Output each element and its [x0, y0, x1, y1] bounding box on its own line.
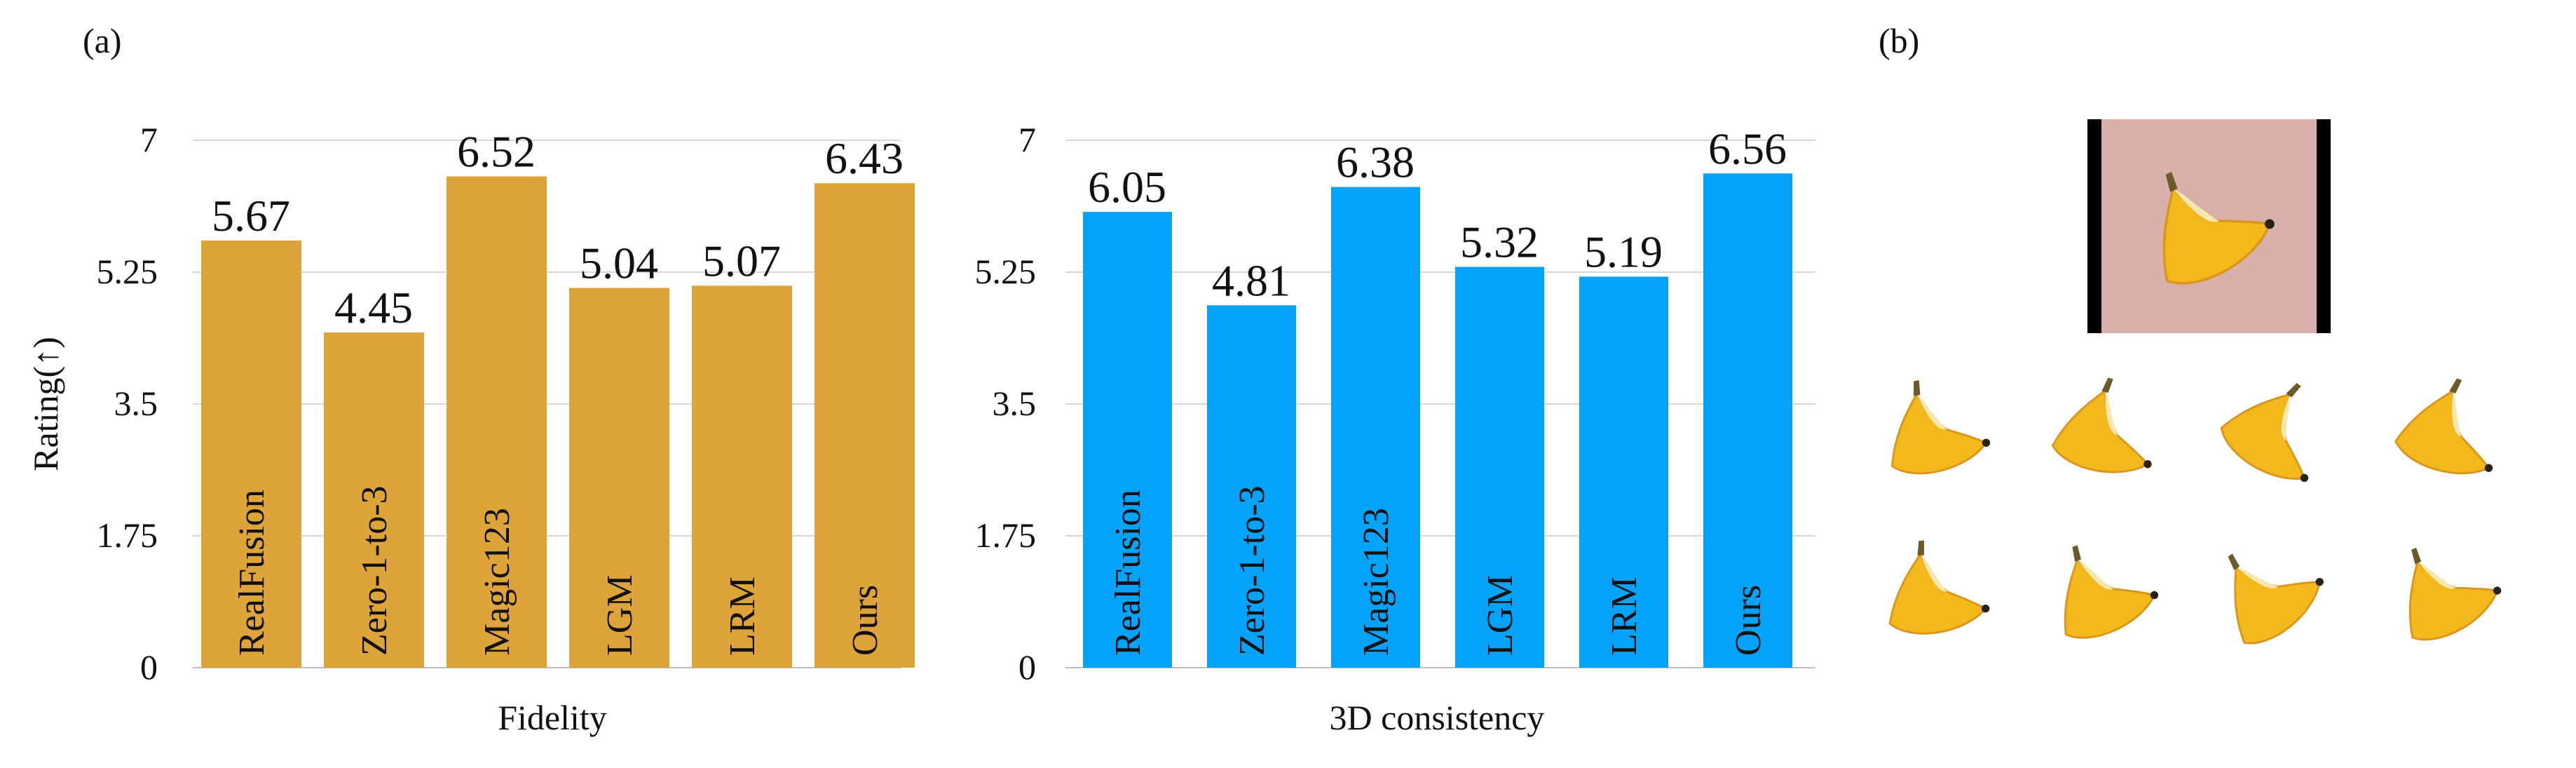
y-tick-label: 0	[1018, 647, 1036, 687]
bar-realfusion	[1083, 212, 1172, 668]
y-axis-label: Rating(↑)	[26, 337, 65, 471]
value-label: 5.67	[212, 191, 290, 241]
category-label: Zero-1-to-3	[355, 485, 395, 656]
value-label: 5.32	[1460, 217, 1539, 267]
category-label: LRM	[1604, 577, 1644, 656]
bar-ours	[815, 183, 915, 668]
panel-label-b: (b)	[1879, 21, 1919, 60]
category-label: Zero-1-to-3	[1232, 485, 1272, 656]
category-labels: RealFusion Zero-1-to-3 Magic123 LGM LRM …	[1108, 485, 1769, 656]
chart-3d-consistency: 0 1.75 3.5 5.25 7 6.05 4.81 6.38 5.32 5.…	[975, 120, 1815, 737]
x-axis-label: Fidelity	[498, 698, 607, 737]
banana-view	[2378, 521, 2511, 651]
value-label: 6.56	[1708, 123, 1787, 173]
value-label: 6.05	[1088, 162, 1166, 212]
x-axis-label: 3D consistency	[1330, 698, 1545, 737]
y-tick-label: 3.5	[114, 384, 158, 423]
value-label: 4.45	[334, 283, 413, 332]
banana-view	[2390, 365, 2519, 490]
category-label: Magic123	[477, 508, 517, 656]
bar-lgm	[1455, 267, 1544, 668]
bar-lgm	[569, 288, 669, 668]
bar-magic123	[1331, 187, 1420, 668]
y-tick-label: 5.25	[97, 252, 158, 291]
input-image	[2087, 119, 2331, 333]
y-tick-label: 0	[140, 647, 158, 687]
banana-view	[2213, 361, 2351, 498]
category-labels: RealFusion Zero-1-to-3 Magic123 LGM LRM …	[232, 485, 885, 656]
bar-realfusion	[201, 240, 301, 668]
category-label: Magic123	[1356, 508, 1396, 656]
panel-b-images	[1877, 119, 2519, 655]
chart-fidelity: 0 1.75 3.5 5.25 7 Rating(↑) 5.67 4.45 6.…	[26, 120, 915, 737]
category-label: RealFusion	[232, 490, 272, 656]
value-label: 5.19	[1584, 227, 1663, 276]
value-label: 4.81	[1212, 255, 1290, 305]
bars	[201, 176, 915, 668]
bar-lrm	[692, 285, 792, 668]
bars	[1083, 173, 1792, 668]
value-labels: 5.67 4.45 6.52 5.04 5.07 6.43	[212, 127, 904, 332]
y-tick-labels: 0 1.75 3.5 5.25 7	[97, 120, 158, 687]
bar-zero-1-to-3	[1207, 305, 1296, 668]
value-label: 6.43	[825, 133, 904, 183]
bar-magic123	[447, 176, 547, 668]
category-label: RealFusion	[1108, 490, 1148, 656]
banana-view	[1881, 534, 1993, 638]
bar-zero-1-to-3	[324, 332, 424, 668]
bar-lrm	[1579, 276, 1668, 668]
value-labels: 6.05 4.81 6.38 5.32 5.19 6.56	[1088, 123, 1787, 305]
y-tick-label: 3.5	[993, 384, 1037, 423]
category-label: LRM	[723, 577, 763, 656]
y-tick-label: 1.75	[975, 516, 1037, 555]
category-label: LGM	[600, 574, 640, 656]
y-tick-labels: 0 1.75 3.5 5.25 7	[975, 120, 1037, 687]
category-label: Ours	[1729, 585, 1769, 656]
bar-ours	[1703, 173, 1792, 668]
value-label: 5.07	[702, 236, 781, 285]
value-label: 6.38	[1336, 137, 1415, 187]
y-tick-label: 7	[140, 120, 158, 159]
y-tick-label: 1.75	[97, 516, 158, 555]
panel-label-a: (a)	[83, 21, 122, 60]
y-tick-label: 5.25	[975, 252, 1037, 291]
banana-view	[2048, 367, 2172, 485]
value-label: 6.52	[457, 127, 536, 177]
generated-views	[1877, 361, 2519, 655]
banana-view	[2037, 523, 2166, 648]
y-tick-label: 7	[1018, 120, 1036, 159]
banana-view	[1877, 369, 1995, 480]
category-label: Ours	[845, 585, 885, 656]
value-label: 5.04	[580, 238, 658, 288]
banana-view	[2197, 518, 2336, 655]
category-label: LGM	[1480, 574, 1520, 656]
gridlines	[1065, 140, 1815, 668]
